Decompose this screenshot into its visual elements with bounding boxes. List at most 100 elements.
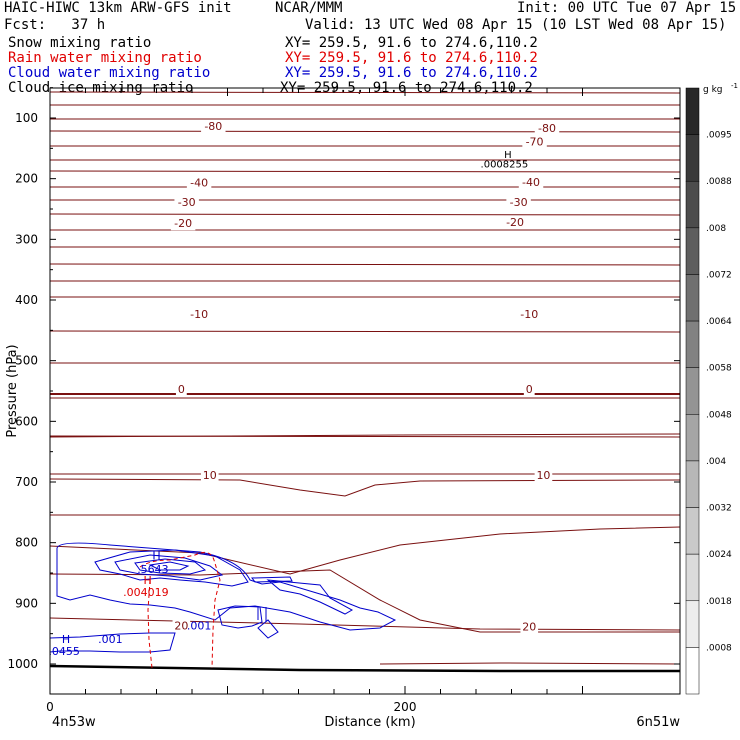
label-background [534,469,553,482]
isotherm-label: -70 [526,135,544,148]
contour-labels: -80 -80-70-40 -40-30 -30-20 -20-10 -100 010 102… [48,120,560,658]
colorbar-label: .0058 [706,364,732,374]
field-name-rain: Rain water mixing ratio [8,50,202,66]
rain-water-contours [139,551,221,669]
colorbar-label: .0095 [706,131,732,141]
isotherm-line [379,662,681,665]
colorbar-swatch [685,600,700,648]
y-tick-label: 700 [15,475,38,489]
isotherm-line [49,478,681,497]
model-title: HAIC-HIWC 13km ARW-GFS init [4,0,232,16]
cloud-ice-label: .0008255 [481,160,529,171]
isotherm-label: -10 [190,308,208,321]
cloud-water-contour [49,632,176,653]
isotherm-label: 10 [203,469,217,482]
colorbar-label: .0064 [706,317,732,327]
y-tick-label: 400 [15,293,38,307]
isotherm-line [49,569,680,633]
isotherm-label: -30 [178,196,196,209]
label-background [523,383,535,396]
cloud-water-contour [266,579,354,615]
isotherm-label: 10 [536,469,550,482]
cloud-water-contour [148,561,190,571]
cloud-water-label: .001 [98,633,123,646]
rain-water-label: .004019 [123,586,169,599]
isotherm-label: 20 [522,621,536,634]
cloud-water-label: .5643 [137,563,169,576]
cloud-water-contour [94,549,249,587]
label-background [201,121,226,134]
colorbar-swatch [685,87,700,135]
label-background [170,218,196,231]
isotherm-label: 0 [178,383,185,396]
cloud-water-label: H [152,550,160,563]
isotherm-label: -40 [190,177,208,190]
colorbar-swatch [685,507,700,555]
cloud-water-contour [114,554,224,581]
isotherm-line [49,91,681,94]
y-tick-label: 300 [15,232,38,246]
label-background [517,309,542,322]
rain-water-contour [147,579,153,669]
label-background [175,383,187,396]
cloud-water-contour [257,607,267,622]
isotherm-line [49,130,681,133]
x-tick-label: 200 [394,700,417,714]
colorbar-swatch [685,320,700,368]
forecast-hour: Fcst: 37 h [4,17,106,33]
isotherm-label: -10 [520,308,538,321]
isotherm-label: -80 [538,122,556,135]
cloud-water-label: .0455 [48,645,80,658]
x-axis-title: Distance (km) [324,715,415,730]
colorbar-label: .0048 [706,410,732,420]
label-background [200,469,219,482]
cloud-ice-label: H [504,150,512,161]
org-label: NCAR/MMM [275,0,343,16]
colorbar-swatch [685,134,700,182]
colorbar-swatch [685,553,700,602]
cloud-water-label: .001 [187,619,212,632]
valid-time: Valid: 13 UTC Wed 08 Apr 15 (10 LST Wed … [305,17,727,33]
label-background [172,620,191,633]
isotherm-line [49,213,681,216]
label-background [186,177,212,190]
isotherm-label: -40 [522,176,540,189]
y-tick-label: 600 [15,414,38,428]
label-background [534,122,560,135]
isotherm-label: -20 [174,217,192,230]
isotherm-line [49,263,681,266]
colorbar-unit-exponent: -1 [731,82,738,90]
field-name-cloud-water: Cloud water mixing ratio [8,65,211,81]
colorbar-label: .004 [706,457,726,467]
isotherm-line [49,170,681,173]
isotherm-line [49,617,681,631]
isotherm-line [49,433,681,438]
colorbar-label: .0088 [706,177,732,187]
isotherm-label: -80 [204,120,222,133]
colorbar-label: .008 [706,224,726,234]
colorbar-label: .0072 [706,270,732,280]
colorbar-label: .0018 [706,597,732,607]
colorbar-swatch [685,647,700,695]
isotherm-label: -30 [510,196,528,209]
x-tick-label: 0 [46,700,54,714]
label-background [174,196,199,209]
cloud-water-contour [251,576,293,583]
colorbar: g kg -1 .0095 .0088 .008 .0072 .0064 .0058 .0048… [685,82,738,695]
isotherm-label: -20 [506,216,524,229]
rain-water-label: H [143,574,151,587]
y-tick-label: 1000 [7,657,38,671]
label-background [522,136,547,149]
field-xy-rain: XY= 259.5, 91.6 to 274.6,110.2 [285,50,538,66]
cloud-water-contour [217,605,263,629]
cloud-water-contours [49,542,397,653]
label-background [506,196,531,209]
colorbar-label: .0024 [706,550,732,560]
label-background [518,176,544,189]
x-left-location: 4n53w [52,715,96,730]
surface-line [49,664,680,673]
isotherm-label: 0 [526,383,533,396]
colorbar-swatch [685,180,700,229]
